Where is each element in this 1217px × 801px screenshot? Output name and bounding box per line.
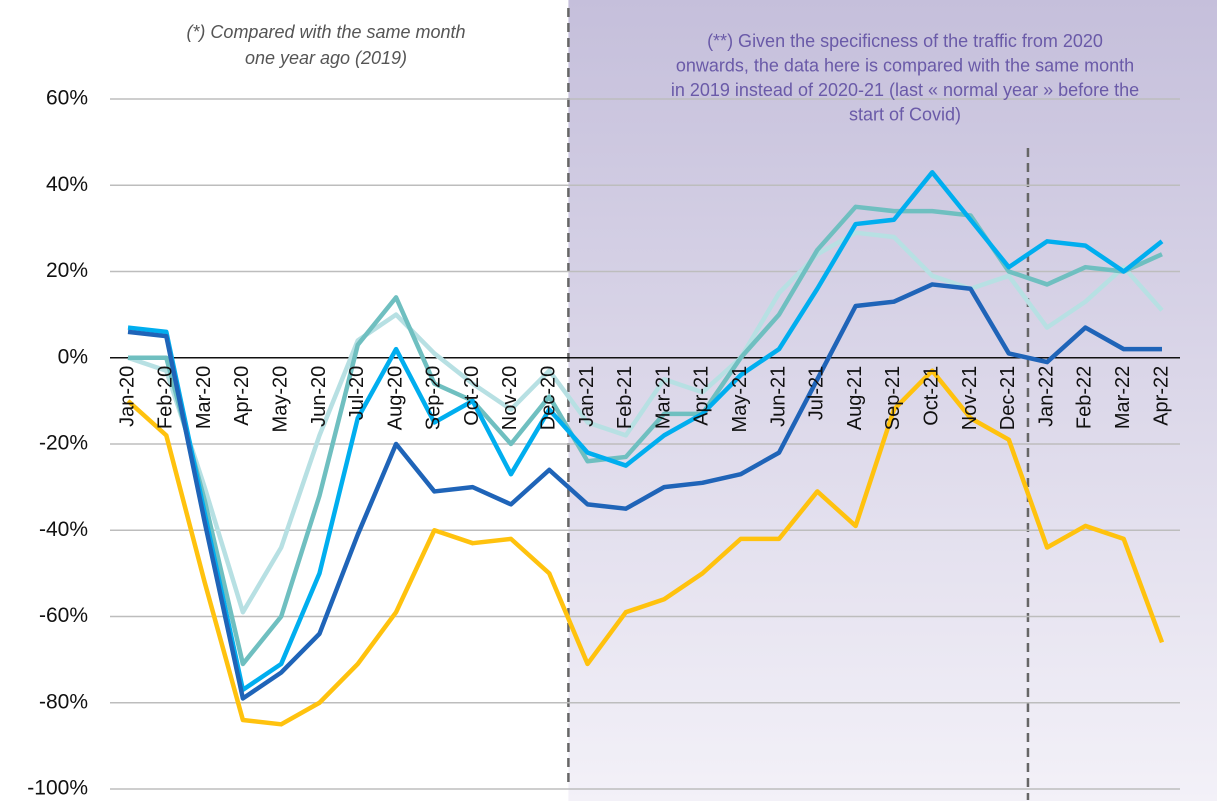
annotation: onwards, the data here is compared with … (676, 55, 1134, 75)
x-tick-label: Oct-21 (921, 366, 943, 426)
x-tick-label: Dec-20 (538, 366, 560, 430)
shaded-period (568, 0, 1217, 801)
series-line (127, 230, 1164, 615)
x-tick-label: Apr-20 (231, 366, 253, 426)
series-line (127, 282, 1162, 701)
x-tick-label: Jan-21 (576, 366, 598, 427)
x-tick-label: Nov-20 (499, 366, 521, 430)
x-tick-label: Sep-21 (882, 366, 904, 431)
y-tick-label: -60% (39, 604, 88, 627)
y-tick-label: 20% (46, 259, 88, 282)
y-tick-label: 0% (58, 345, 88, 368)
y-tick-label: -20% (39, 432, 88, 455)
annotation: start of Covid) (849, 104, 961, 124)
x-tick-label: Aug-21 (844, 366, 866, 431)
series-line (127, 170, 1164, 693)
x-tick-label: Oct-20 (461, 366, 483, 426)
y-tick-label: -100% (27, 777, 88, 800)
x-tick-label: Feb-21 (614, 366, 636, 429)
y-tick-label: -40% (39, 518, 88, 541)
x-tick-label: Sep-20 (423, 366, 445, 431)
annotation: one year ago (2019) (245, 48, 407, 68)
x-tick-label: Mar-22 (1112, 366, 1134, 429)
x-tick-label: Jul-20 (346, 366, 368, 420)
x-tick-label: Feb-22 (1074, 366, 1096, 429)
x-tick-label: Dec-21 (997, 366, 1019, 430)
x-tick-label: Feb-20 (155, 366, 177, 429)
series-line (126, 368, 1165, 727)
annotation: (*) Compared with the same month (186, 22, 465, 42)
x-tick-label: Jul-21 (806, 366, 828, 420)
x-tick-label: May-21 (729, 366, 751, 433)
x-tick-label: May-20 (269, 366, 291, 433)
x-tick-label: Mar-21 (652, 366, 674, 429)
x-tick-label: Jan-20 (116, 366, 138, 427)
annotation: (**) Given the specificness of the traff… (707, 31, 1103, 51)
x-tick-label: Jun-21 (767, 366, 789, 427)
x-tick-label: Mar-20 (193, 366, 215, 429)
y-tick-label: -80% (39, 690, 88, 713)
annotation: in 2019 instead of 2020-21 (last « norma… (671, 80, 1139, 100)
x-tick-label: Aug-20 (384, 366, 406, 431)
x-tick-label: Nov-21 (959, 366, 981, 430)
x-tick-label: Jun-20 (308, 366, 330, 427)
x-tick-label: Apr-22 (1150, 366, 1172, 426)
y-tick-label: 40% (46, 173, 88, 196)
y-tick-label: 60% (46, 87, 88, 110)
x-tick-label: Apr-21 (691, 366, 713, 426)
x-tick-label: Jan-22 (1035, 366, 1057, 427)
